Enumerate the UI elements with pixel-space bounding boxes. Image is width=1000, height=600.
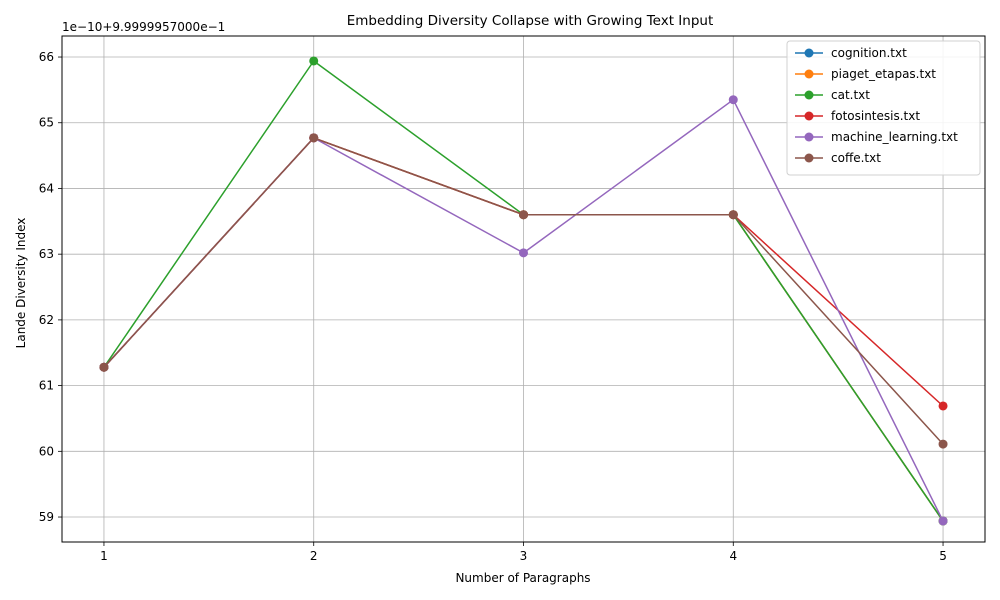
data-point-fotosintesis-txt bbox=[938, 401, 948, 411]
series-markers bbox=[99, 56, 948, 526]
data-point-coffe-txt bbox=[938, 439, 948, 449]
y-tick-label: 65 bbox=[39, 116, 54, 130]
x-tick-label: 3 bbox=[520, 549, 528, 563]
legend: cognition.txt piaget_etapas.txt cat.txt fot… bbox=[786, 40, 981, 176]
data-point-coffe-txt bbox=[309, 133, 319, 143]
legend-swatch-marker bbox=[804, 132, 814, 142]
legend-swatch-marker bbox=[804, 153, 814, 163]
data-point-machine-learning-txt bbox=[728, 95, 738, 105]
y-tick-label: 62 bbox=[39, 313, 54, 327]
legend-label: coffe.txt bbox=[831, 151, 881, 165]
legend-swatch-marker bbox=[804, 48, 814, 58]
y-tick-label: 66 bbox=[39, 50, 54, 64]
chart-title: Embedding Diversity Collapse with Growin… bbox=[347, 13, 714, 29]
x-axis-title: Number of Paragraphs bbox=[455, 571, 590, 585]
y-tick-label: 59 bbox=[39, 510, 54, 524]
legend-label: cognition.txt bbox=[831, 46, 907, 60]
data-point-cat-txt bbox=[309, 56, 319, 66]
legend-label: machine_learning.txt bbox=[831, 130, 958, 144]
data-point-machine-learning-txt bbox=[938, 516, 948, 526]
legend-label: piaget_etapas.txt bbox=[831, 67, 936, 81]
y-tick-label: 64 bbox=[39, 181, 54, 195]
x-tick-label: 1 bbox=[100, 549, 108, 563]
y-axis-offset-label: 1e−10+9.9999957000e−1 bbox=[62, 20, 225, 34]
x-tick-label: 5 bbox=[939, 549, 947, 563]
y-axis-ticks: 59 60 61 62 63 64 65 66 bbox=[39, 50, 62, 524]
x-tick-label: 4 bbox=[729, 549, 737, 563]
y-tick-label: 61 bbox=[39, 379, 54, 393]
legend-swatch-marker bbox=[804, 90, 814, 100]
legend-swatch-marker bbox=[804, 69, 814, 79]
y-axis-title: Lande Diversity Index bbox=[14, 218, 28, 349]
legend-label: fotosintesis.txt bbox=[831, 109, 920, 123]
legend-box bbox=[786, 40, 981, 176]
y-tick-label: 60 bbox=[39, 444, 54, 458]
x-axis-ticks: 1 2 3 4 5 bbox=[100, 542, 947, 563]
x-tick-label: 2 bbox=[310, 549, 318, 563]
data-point-coffe-txt bbox=[519, 210, 528, 220]
data-point-machine-learning-txt bbox=[519, 248, 528, 258]
data-point-coffe-txt bbox=[728, 210, 738, 220]
y-tick-label: 63 bbox=[39, 247, 54, 261]
legend-swatch-marker bbox=[804, 111, 814, 121]
data-point-coffe-txt bbox=[99, 362, 109, 372]
legend-label: cat.txt bbox=[831, 88, 870, 102]
